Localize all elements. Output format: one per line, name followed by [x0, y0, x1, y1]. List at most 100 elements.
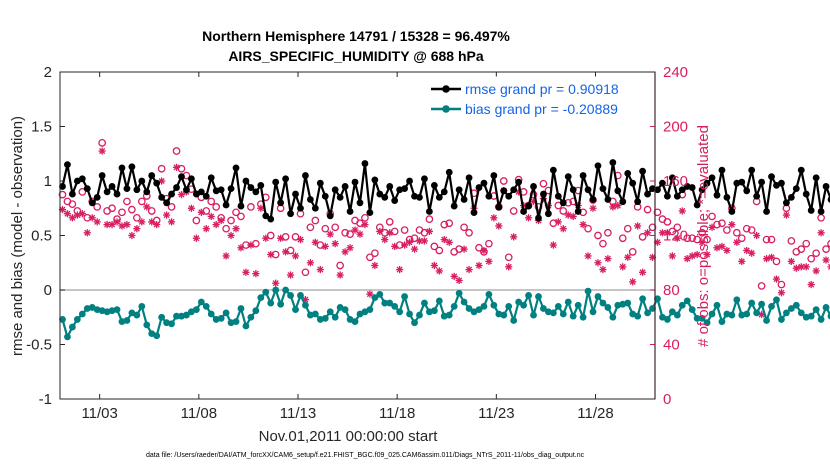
- rmse-point: [163, 199, 171, 207]
- rmse-point: [361, 160, 369, 167]
- obs-possible-point: [618, 234, 627, 243]
- obs-evaluated-point: [728, 221, 736, 229]
- rmse-point: [331, 186, 339, 194]
- rmse-point: [827, 196, 830, 203]
- obs-evaluated-point: [366, 290, 374, 298]
- obs-evaluated-point: [822, 256, 830, 264]
- bias-point: [678, 301, 686, 309]
- obs-possible-point: [311, 216, 320, 225]
- bias-point: [673, 311, 681, 319]
- rmse-point: [688, 184, 696, 191]
- obs-evaluated-point: [668, 252, 676, 260]
- obs-evaluated-point: [733, 238, 741, 246]
- obs-evaluated-point: [634, 222, 642, 230]
- obs-possible-point: [361, 213, 369, 222]
- bias-point: [589, 308, 597, 316]
- obs-evaluated-point: [510, 233, 518, 241]
- obs-evaluated-point: [267, 250, 275, 259]
- rmse-point: [282, 175, 290, 183]
- rmse-point: [445, 168, 453, 176]
- obs-possible-point: [98, 139, 106, 147]
- rmse-point: [584, 186, 592, 194]
- bias-point: [158, 313, 166, 321]
- bias-point: [302, 301, 309, 309]
- rmse-point: [698, 186, 706, 194]
- bias-point: [768, 302, 775, 310]
- chart-subtitle: AIRS_SPECIFIC_HUMIDITY @ 688 hPa: [228, 48, 484, 64]
- bias-point: [435, 297, 443, 305]
- obs-possible-point: [723, 226, 731, 234]
- obs-evaluated-point: [63, 210, 72, 218]
- obs-evaluated-point: [316, 265, 324, 274]
- obs-evaluated-point: [425, 227, 433, 236]
- rmse-point: [713, 191, 721, 199]
- rmse-point: [549, 166, 557, 174]
- rmse-point: [480, 179, 488, 187]
- rmse-point: [371, 176, 379, 184]
- rmse-point: [460, 196, 468, 203]
- obs-evaluated-point: [138, 218, 146, 226]
- obs-evaluated-point: [197, 208, 205, 216]
- bias-point: [252, 307, 260, 315]
- bias-point: [525, 292, 532, 299]
- obs-evaluated-point: [286, 271, 295, 279]
- bias-point: [138, 302, 146, 310]
- obs-evaluated-point: [361, 221, 369, 229]
- rmse-point: [470, 209, 478, 217]
- obs-possible-point: [385, 218, 394, 226]
- bias-point: [579, 313, 587, 321]
- bias-point: [445, 311, 453, 319]
- rmse-point: [297, 204, 304, 212]
- rmse-point: [544, 210, 552, 218]
- bias-point: [277, 300, 285, 308]
- obs-evaluated-point: [396, 265, 404, 274]
- obs-evaluated-point: [708, 223, 716, 231]
- bias-point: [604, 304, 612, 311]
- y-right-tick-label: 0: [663, 391, 671, 408]
- rmse-point: [336, 193, 344, 201]
- obs-evaluated-point: [787, 257, 795, 265]
- obs-possible-point: [465, 228, 473, 237]
- obs-evaluated-point: [272, 279, 280, 287]
- obs-evaluated-point: [465, 265, 473, 274]
- bias-point: [574, 301, 582, 309]
- y-axis-right-label: # of obs: o=possible; *=evaluated: [695, 125, 712, 347]
- bias-point: [143, 321, 151, 329]
- obs-possible-point: [742, 224, 751, 233]
- obs-evaluated-point: [331, 240, 339, 248]
- obs-possible-point: [787, 237, 796, 245]
- obs-possible-point: [822, 245, 830, 253]
- rmse-point: [515, 178, 523, 186]
- obs-evaluated-point: [296, 235, 305, 244]
- obs-evaluated-point: [153, 221, 161, 229]
- obs-evaluated-point: [187, 204, 195, 212]
- obs-evaluated-point: [222, 252, 230, 260]
- rmse-point: [118, 164, 126, 172]
- y-axis-left-label: rmse and bias (model - observation): [9, 116, 26, 356]
- obs-possible-point: [802, 239, 811, 248]
- obs-evaluated-point: [753, 231, 761, 240]
- obs-evaluated-point: [782, 211, 790, 219]
- rmse-point: [579, 172, 587, 179]
- obs-evaluated-point: [401, 241, 409, 249]
- bias-point: [827, 312, 830, 320]
- obs-possible-point: [58, 190, 67, 199]
- obs-evaluated-point: [68, 214, 76, 222]
- bias-point: [133, 311, 141, 319]
- y-left-tick-label: 0: [44, 282, 52, 299]
- obs-possible-point: [237, 212, 245, 221]
- obs-evaluated-point: [748, 249, 756, 257]
- obs-possible-point: [133, 213, 141, 222]
- obs-evaluated-point: [743, 246, 751, 255]
- obs-count-series: [58, 139, 830, 319]
- obs-evaluated-point: [435, 267, 443, 275]
- rmse-point: [227, 185, 235, 193]
- rmse-point: [708, 174, 716, 182]
- x-tick-label: 11/08: [181, 405, 217, 422]
- rmse-point: [525, 202, 532, 210]
- bias-point: [782, 309, 790, 317]
- obs-possible-point: [812, 249, 820, 258]
- obs-evaluated-point: [351, 226, 359, 234]
- rmse-point: [753, 192, 761, 200]
- bias-point: [411, 319, 418, 327]
